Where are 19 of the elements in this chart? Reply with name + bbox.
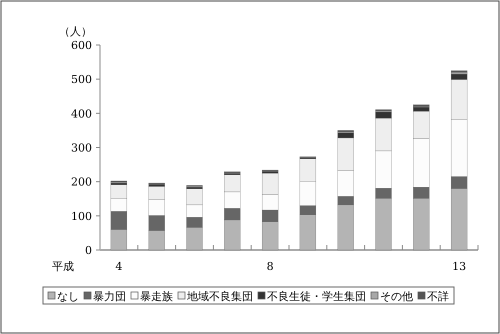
x-tick-label: 4 <box>115 260 122 273</box>
y-tick-label: 200 <box>71 176 92 189</box>
legend-label: 不詳 <box>427 290 449 303</box>
y-tick-label: 600 <box>71 39 92 52</box>
y-tick-label: 300 <box>71 142 92 154</box>
legend-label: 暴力団 <box>93 290 126 303</box>
y-tick-label: 100 <box>71 210 92 223</box>
legend-label: その他 <box>380 290 413 303</box>
y-tick-label: 400 <box>71 107 92 120</box>
legend-label: 地域不良集団 <box>186 290 253 303</box>
x-tick-label: 8 <box>266 260 274 273</box>
y-tick-label: 500 <box>71 73 92 86</box>
x-axis-title: 平成 <box>52 260 74 273</box>
x-tick-label: 13 <box>452 260 466 273</box>
y-tick-label: 0 <box>85 244 92 257</box>
legend-label: なし <box>57 290 79 303</box>
legend-label: 不良生徒・学生集団 <box>267 290 366 303</box>
y-axis-title: （人） <box>59 25 92 38</box>
legend-label: 暴走族 <box>140 290 173 303</box>
